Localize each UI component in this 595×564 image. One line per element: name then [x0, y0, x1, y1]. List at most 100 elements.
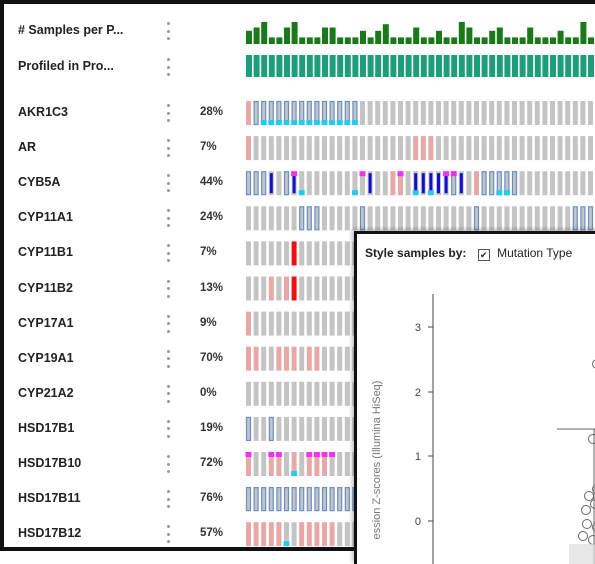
sample-cell	[299, 347, 304, 371]
sample-cell	[383, 171, 388, 195]
mrna-low-marker	[276, 120, 282, 125]
profiled-cell	[436, 55, 442, 77]
mrna-low-marker	[413, 190, 419, 195]
sample-cell	[322, 312, 327, 336]
sample-cell	[269, 522, 274, 546]
sample-cell	[345, 206, 350, 230]
sample-count-bar	[466, 28, 472, 45]
sample-cell	[269, 277, 274, 301]
sample-cell	[535, 206, 540, 230]
mrna-low-marker	[291, 471, 297, 476]
sample-cell	[482, 206, 487, 230]
sample-cell	[466, 171, 471, 195]
sample-cell	[247, 488, 251, 511]
sample-cell	[314, 277, 319, 301]
sample-cell	[573, 207, 577, 230]
sample-point	[583, 520, 592, 529]
profiled-cell	[466, 55, 472, 77]
sample-cell	[247, 417, 251, 440]
sample-cell	[580, 171, 585, 195]
sample-cell	[261, 382, 266, 406]
sample-cell	[307, 241, 312, 265]
mrna-high-marker	[398, 171, 404, 176]
mrna-high-marker	[306, 452, 312, 457]
sample-count-bar	[550, 37, 556, 44]
sample-cell	[573, 101, 578, 125]
sample-cell	[345, 522, 350, 546]
sample-cell	[398, 206, 403, 230]
sample-cell	[345, 136, 350, 160]
sample-cell	[345, 382, 350, 406]
profiled-cell	[428, 55, 434, 77]
sample-cell	[398, 136, 403, 160]
sample-cell	[581, 207, 585, 230]
sample-count-bar	[497, 28, 503, 45]
sample-cell	[520, 101, 525, 125]
sample-cell	[284, 206, 289, 230]
sample-count-bar	[428, 37, 434, 44]
profiled-cell	[550, 55, 556, 77]
profiled-cell	[330, 55, 336, 77]
sample-count-bar	[292, 22, 298, 44]
sample-count-bar	[489, 31, 495, 44]
sample-count-bar	[261, 22, 267, 44]
sample-cell	[512, 206, 517, 230]
sample-cell	[292, 417, 297, 441]
sample-cell	[375, 171, 380, 195]
sample-count-bar	[474, 37, 480, 44]
sample-cell	[361, 207, 365, 230]
sample-cell	[246, 101, 251, 125]
sample-cell	[307, 277, 312, 301]
sample-cell	[322, 171, 327, 195]
sample-cell	[261, 277, 266, 301]
sample-cell	[345, 417, 350, 441]
profiled-cell	[588, 55, 594, 77]
sample-cell	[428, 136, 433, 160]
sample-count-bar	[314, 37, 320, 44]
sample-cell	[247, 172, 251, 195]
sample-cell	[489, 206, 494, 230]
sample-cell	[330, 382, 335, 406]
sample-cell	[565, 206, 570, 230]
sample-cell	[512, 101, 517, 125]
profiled-cell	[406, 55, 412, 77]
profiled-cell	[398, 55, 404, 77]
sample-cell	[330, 488, 334, 511]
mrna-low-marker	[261, 120, 267, 125]
sample-count-bar	[527, 28, 533, 45]
sample-cell	[482, 172, 486, 195]
sample-cell	[497, 206, 502, 230]
sample-count-bar	[269, 37, 275, 44]
sample-count-bar	[504, 37, 510, 44]
sample-cell	[535, 171, 540, 195]
sample-cell	[504, 101, 509, 125]
sample-cell	[246, 206, 251, 230]
sample-count-bar	[246, 31, 252, 44]
sample-cell	[527, 206, 532, 230]
sample-cell	[254, 417, 259, 441]
sample-cell	[254, 347, 259, 371]
sample-cell	[284, 417, 289, 441]
profiled-cell	[573, 55, 579, 77]
sample-cell	[474, 136, 479, 160]
sample-point	[579, 532, 588, 541]
profiled-cell	[276, 55, 282, 77]
sample-cell	[246, 312, 251, 336]
sample-cell	[588, 136, 593, 160]
sample-cell	[513, 172, 517, 195]
profiled-cell	[284, 55, 290, 77]
sample-cell	[307, 417, 312, 441]
sample-cell	[269, 382, 274, 406]
mrna-high-marker	[314, 452, 320, 457]
sample-cell	[254, 488, 258, 511]
sample-cell	[390, 206, 395, 230]
sample-count-bar	[588, 37, 594, 44]
sample-cell	[299, 417, 304, 441]
sample-cell	[261, 522, 266, 546]
sample-cell	[246, 136, 251, 160]
profiled-cell	[337, 55, 343, 77]
sample-cell	[270, 173, 273, 193]
sample-count-bar	[542, 37, 548, 44]
sample-cell	[292, 488, 296, 511]
